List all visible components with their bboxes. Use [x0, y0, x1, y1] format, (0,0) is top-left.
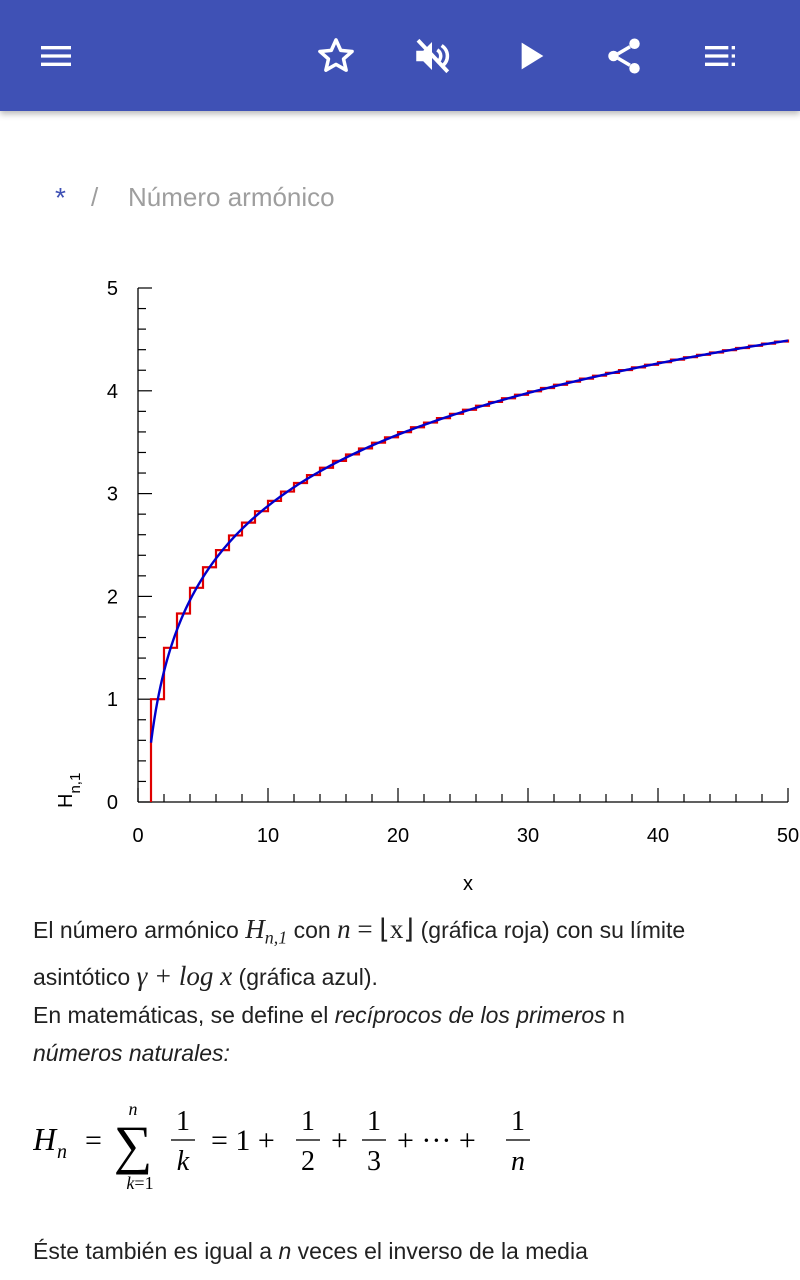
- svg-text:n: n: [511, 1146, 525, 1177]
- caption-math-floor: = ⌊x⌋: [350, 914, 421, 944]
- caption-math-sub: n,1: [264, 927, 288, 948]
- caption-text-con: con: [287, 917, 338, 943]
- chart-axes: [137, 288, 788, 803]
- table-of-contents-icon: [705, 46, 735, 66]
- menu-button[interactable]: [28, 28, 84, 84]
- share-icon: [608, 38, 640, 74]
- harmonic-formula: H n = n ∑ k=1 1 k = 1 + 1 2 + 1 3 + ··· …: [33, 1099, 530, 1193]
- y-tick-label: 0: [107, 792, 118, 814]
- app-bar: [0, 0, 800, 111]
- caption-math-n: n: [337, 914, 351, 944]
- chart-ticks: 0 10 20 30 40 50 0 1 2 3 4 5: [107, 278, 799, 847]
- x-tick-label: 30: [517, 825, 539, 847]
- x-tick-label: 0: [132, 825, 143, 847]
- svg-text:2: 2: [301, 1146, 315, 1177]
- favorite-button[interactable]: [308, 28, 364, 84]
- svg-text:k: k: [177, 1146, 190, 1177]
- play-button[interactable]: [502, 28, 558, 84]
- para-n: n: [605, 1001, 625, 1028]
- volume-off-icon: [416, 38, 450, 74]
- chart-series: [149, 339, 790, 802]
- svg-text:1: 1: [511, 1106, 525, 1137]
- svg-text:H: H: [33, 1121, 58, 1157]
- last-text-2: veces el inverso de la media: [291, 1238, 588, 1264]
- svg-text:n: n: [57, 1141, 67, 1163]
- para-italic: recíprocos de los primeros: [334, 1001, 606, 1028]
- y-tick-label: 5: [107, 278, 118, 300]
- x-tick-label: 40: [647, 825, 669, 847]
- last-italic-n: n: [278, 1238, 292, 1264]
- y-tick-label: 1: [107, 689, 118, 711]
- menu-icon: [41, 46, 71, 66]
- figure-caption-line-2: asintótico γ + log x (gráfica azul).: [33, 957, 800, 996]
- caption-math-gamma: γ + log x: [136, 960, 233, 991]
- caption-text: El número armónico: [33, 917, 239, 943]
- article-content: El número armónico Hn,1 con n = ⌊x⌋ (grá…: [33, 910, 800, 1072]
- play-icon: [521, 42, 544, 70]
- x-tick-label: 10: [257, 825, 279, 847]
- para-text: En matemáticas, se define el: [33, 1001, 335, 1028]
- breadcrumb-root-link[interactable]: *: [55, 182, 66, 213]
- caption-text-asymptotic: asintótico: [33, 963, 137, 990]
- star-outline-icon: [318, 38, 354, 72]
- svg-text:+ ··· +: + ··· +: [397, 1124, 476, 1157]
- breadcrumb-separator: /: [91, 182, 99, 212]
- x-tick-label: 20: [387, 825, 409, 847]
- svg-text:n: n: [129, 1099, 138, 1119]
- share-button[interactable]: [596, 28, 652, 84]
- y-tick-label: 4: [107, 381, 118, 403]
- svg-text:k=1: k=1: [126, 1173, 153, 1193]
- y-tick-label: 2: [107, 586, 118, 608]
- figure-caption: El número armónico Hn,1 con n = ⌊x⌋ (grá…: [33, 910, 800, 957]
- svg-text:3: 3: [367, 1146, 381, 1177]
- series-curve-blue: [149, 339, 789, 743]
- last-text: Éste también es igual a: [33, 1238, 279, 1264]
- y-axis-label: Hn,1: [55, 773, 84, 808]
- svg-text:+: +: [331, 1124, 348, 1157]
- svg-text:1: 1: [176, 1106, 190, 1137]
- svg-text:=: =: [85, 1124, 102, 1157]
- svg-text:1: 1: [367, 1106, 381, 1137]
- caption-math-h: H: [245, 914, 265, 944]
- toc-button[interactable]: [692, 28, 748, 84]
- svg-text:= 1 +: = 1 +: [211, 1124, 275, 1157]
- caption-text-red: (gráfica roja) con su límite: [420, 917, 686, 943]
- harmonic-number-chart: 0 10 20 30 40 50 0 1 2 3 4 5 x Hn,1: [55, 278, 799, 895]
- svg-text:∑: ∑: [114, 1115, 153, 1175]
- x-axis-label: x: [463, 873, 473, 895]
- paragraph-mean: Éste también es igual a n veces el inver…: [33, 1232, 588, 1270]
- page-title: Número armónico: [128, 182, 335, 212]
- mute-button[interactable]: [404, 28, 460, 84]
- x-tick-label: 50: [777, 825, 799, 847]
- caption-text-blue: (gráfica azul).: [232, 963, 378, 990]
- para-italic-2: números naturales:: [33, 1039, 230, 1066]
- y-tick-label: 3: [107, 484, 118, 506]
- svg-text:1: 1: [301, 1106, 315, 1137]
- paragraph-definition: En matemáticas, se define el recíprocos …: [33, 996, 800, 1072]
